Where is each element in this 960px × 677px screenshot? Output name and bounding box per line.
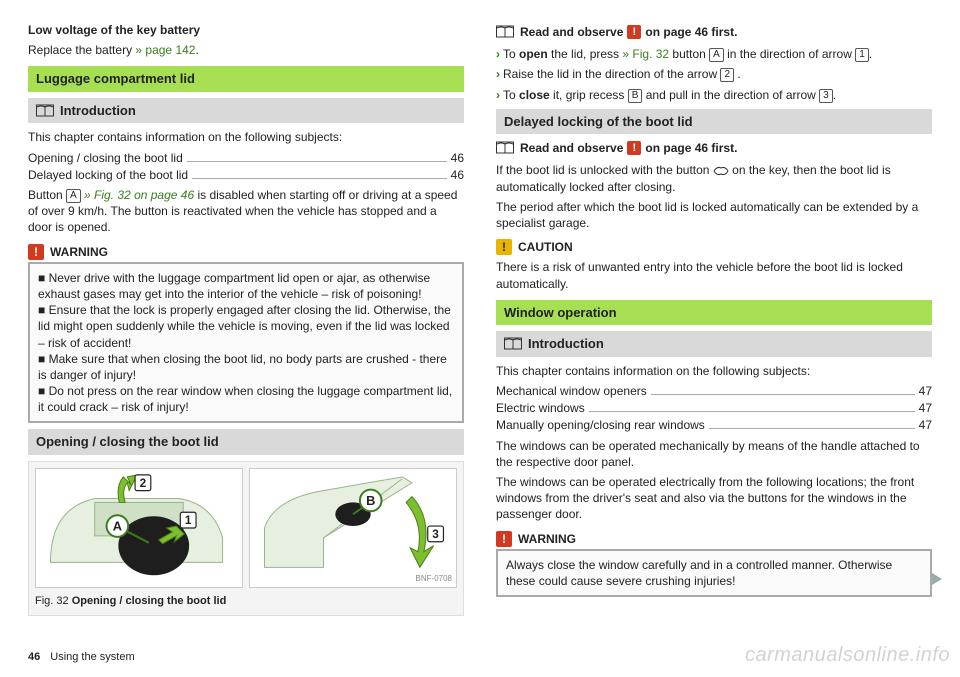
figure-32: 2 1 A <box>28 461 464 616</box>
caution-text: There is a risk of unwanted entry into t… <box>496 259 932 291</box>
svg-text:B: B <box>366 493 375 508</box>
key-2: 2 <box>720 68 734 82</box>
svg-text:2: 2 <box>140 476 147 490</box>
svg-text:1: 1 <box>185 513 192 527</box>
intro-text: This chapter contains information on the… <box>28 129 464 145</box>
subheader-delayed-locking: Delayed locking of the boot lid <box>496 109 932 135</box>
book-icon <box>36 104 54 118</box>
toc-row: Electric windows47 <box>496 400 932 416</box>
key-b: B <box>628 89 643 103</box>
svg-text:3: 3 <box>432 527 439 541</box>
key-1: 1 <box>855 48 869 62</box>
car-key-icon <box>713 166 729 176</box>
figure-32-left: 2 1 A <box>35 468 243 588</box>
warning-item: Make sure that when closing the boot lid… <box>38 351 454 383</box>
step-close: ›To close it, grip recess B and pull in … <box>496 87 932 103</box>
read-observe-line: Read and observe ! on page 46 first. <box>496 140 932 156</box>
subheader-introduction: Introduction <box>28 98 464 124</box>
warning-header: ! WARNING <box>28 244 464 260</box>
fig-32-link[interactable]: » Fig. 32 <box>622 47 669 61</box>
warning-box: Never drive with the luggage compartment… <box>28 262 464 424</box>
right-column: Read and observe ! on page 46 first. ›To… <box>496 18 932 618</box>
left-column: Low voltage of the key battery Replace t… <box>28 18 464 618</box>
caution-icon: ! <box>496 239 512 255</box>
page-footer: 46Using the system <box>28 650 135 665</box>
delayed-p1: If the boot lid is unlocked with the but… <box>496 162 932 194</box>
subheader-introduction: Introduction <box>496 331 932 357</box>
warning-box: Always close the window carefully and in… <box>496 549 932 597</box>
book-icon <box>504 337 522 351</box>
step-raise: ›Raise the lid in the direction of the a… <box>496 66 932 82</box>
section-window-operation: Window operation <box>496 300 932 326</box>
watermark: carmanualsonline.info <box>745 642 950 669</box>
key-a: A <box>66 189 81 203</box>
toc-row: Mechanical window openers47 <box>496 383 932 399</box>
subheader-opening-closing: Opening / closing the boot lid <box>28 429 464 455</box>
key-a: A <box>709 48 724 62</box>
section-luggage-lid: Luggage compartment lid <box>28 66 464 92</box>
window-intro: This chapter contains information on the… <box>496 363 932 379</box>
warning-item: Do not press on the rear window when clo… <box>38 383 454 415</box>
page-142-link[interactable]: » page 142 <box>135 43 195 57</box>
window-p2: The windows can be operated electrically… <box>496 474 932 523</box>
fig-32-link[interactable]: » Fig. 32 on page 46 <box>81 188 194 202</box>
caution-header: ! CAUTION <box>496 239 932 255</box>
warning-icon: ! <box>627 141 641 155</box>
window-p1: The windows can be operated mechanically… <box>496 438 932 470</box>
svg-text:A: A <box>113 518 122 533</box>
replace-battery-line: Replace the battery » page 142. <box>28 42 464 58</box>
toc-windows: Mechanical window openers47 Electric win… <box>496 383 932 434</box>
book-icon <box>496 141 514 155</box>
continue-icon <box>932 573 942 589</box>
figure-caption: Fig. 32 Opening / closing the boot lid <box>35 594 457 609</box>
figure-32-right: B 3 BNF-0708 <box>249 468 457 588</box>
arrow-3-icon: 3 <box>406 497 443 568</box>
button-a-note: Button A » Fig. 32 on page 46 is disable… <box>28 187 464 236</box>
figure-code: BNF-0708 <box>416 574 452 585</box>
book-icon <box>496 25 514 39</box>
step-open: ›To open the lid, press » Fig. 32 button… <box>496 46 932 62</box>
warning-icon: ! <box>496 531 512 547</box>
read-observe-line: Read and observe ! on page 46 first. <box>496 24 932 40</box>
warning-item: Ensure that the lock is properly engaged… <box>38 302 454 351</box>
delayed-p2: The period after which the boot lid is l… <box>496 199 932 231</box>
warning-icon: ! <box>28 244 44 260</box>
toc-row: Manually opening/closing rear windows47 <box>496 417 932 433</box>
toc-luggage: Opening / closing the boot lid46 Delayed… <box>28 150 464 183</box>
toc-row: Delayed locking of the boot lid46 <box>28 167 464 183</box>
toc-row: Opening / closing the boot lid46 <box>28 150 464 166</box>
key-3: 3 <box>819 89 833 103</box>
warning-item: Never drive with the luggage compartment… <box>38 270 454 302</box>
warning-icon: ! <box>627 25 641 39</box>
low-voltage-heading: Low voltage of the key battery <box>28 22 464 38</box>
warning-header: ! WARNING <box>496 531 932 547</box>
